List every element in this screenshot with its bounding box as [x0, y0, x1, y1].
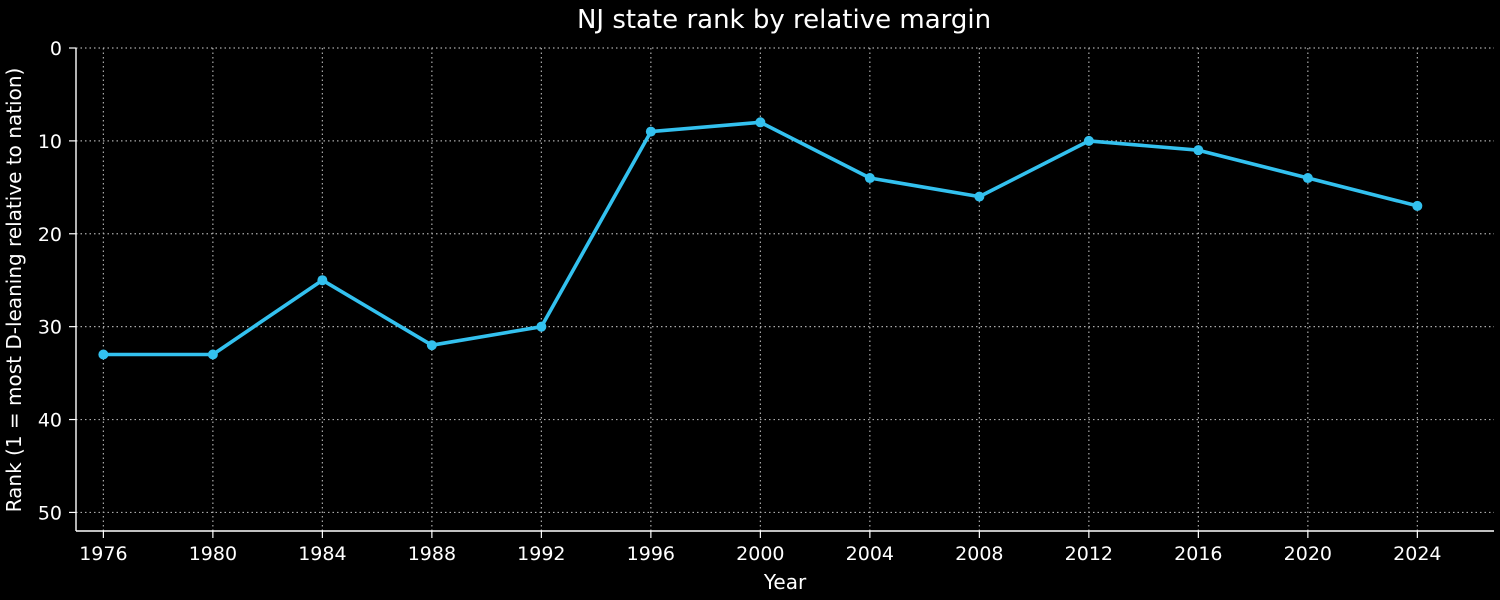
axes	[75, 48, 1494, 532]
x-tick-label: 1980	[189, 543, 237, 565]
y-axis-label: Rank (1 = most D-leaning relative to nat…	[2, 68, 26, 513]
data-point	[864, 173, 875, 184]
x-tick-label: 2012	[1065, 543, 1113, 565]
y-tick-label: 10	[38, 131, 62, 153]
data-point	[1193, 145, 1204, 156]
y-tick-label: 20	[38, 224, 62, 246]
x-tick-label: 2024	[1393, 543, 1441, 565]
x-tick-label: 2004	[846, 543, 894, 565]
data-point	[317, 275, 328, 286]
y-tick-label: 50	[38, 502, 62, 524]
data-point	[426, 340, 437, 351]
data-point	[207, 349, 218, 360]
y-ticks: 0 10 20 30 40 50	[38, 38, 76, 524]
data-point	[974, 191, 985, 202]
grid	[76, 47, 1494, 531]
y-tick-label: 0	[50, 38, 62, 60]
x-ticks: 1976 1980 1984 1988 1992 1996 2000 2004 2008 2012…	[79, 531, 1442, 565]
x-tick-label: 2020	[1284, 543, 1332, 565]
x-tick-label: 2016	[1174, 543, 1222, 565]
data-point	[98, 349, 109, 360]
chart-title: NJ state rank by relative margin	[577, 5, 991, 35]
series	[98, 117, 1423, 360]
y-tick-label: 40	[38, 410, 62, 432]
x-tick-label: 2008	[955, 543, 1003, 565]
x-axis-label: Year	[763, 570, 807, 594]
x-tick-label: 1992	[517, 543, 565, 565]
data-point	[645, 126, 656, 137]
x-tick-label: 1988	[408, 543, 456, 565]
data-point	[1412, 200, 1423, 211]
y-tick-label: 30	[38, 317, 62, 339]
x-tick-label: 1996	[627, 543, 675, 565]
data-point	[536, 321, 547, 332]
data-point	[1302, 173, 1313, 184]
data-point	[1083, 135, 1094, 146]
x-tick-label: 1976	[79, 543, 127, 565]
x-tick-label: 2000	[736, 543, 784, 565]
x-tick-label: 1984	[298, 543, 346, 565]
data-point	[755, 117, 766, 128]
